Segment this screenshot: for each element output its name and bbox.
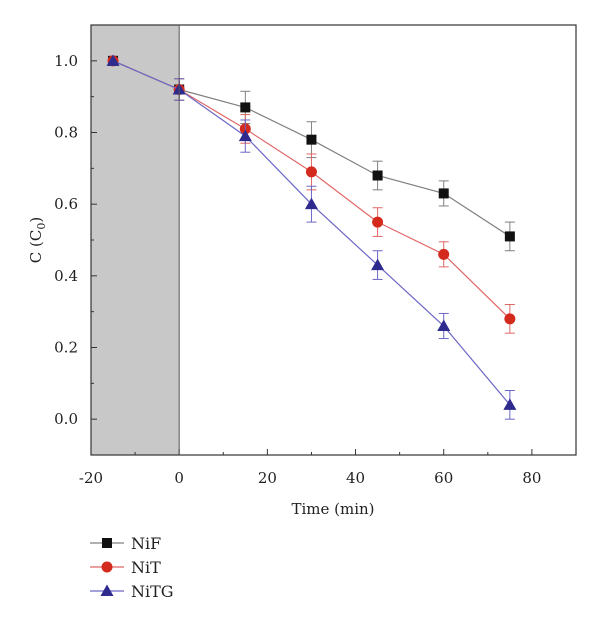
data-point — [438, 248, 450, 260]
x-tick-label: 0 — [174, 469, 184, 487]
x-tick-label: 60 — [434, 469, 453, 487]
y-tick-label: 0.4 — [54, 267, 78, 285]
data-point — [304, 197, 318, 210]
y-axis: 0.0 0.2 0.4 0.6 0.8 1.0 — [54, 24, 97, 456]
data-point — [106, 54, 120, 66]
data-point — [372, 216, 384, 228]
data-point — [504, 313, 516, 325]
legend-label: NiF — [131, 534, 161, 553]
legend-label: NiTG — [131, 582, 174, 601]
data-point — [305, 166, 317, 178]
data-point — [503, 398, 517, 410]
legend-marker — [100, 584, 114, 596]
x-tick-label: 40 — [346, 469, 365, 487]
data-point — [438, 188, 449, 199]
data-point — [504, 231, 515, 242]
legend-marker — [102, 538, 112, 548]
x-tick-label: 20 — [258, 469, 277, 487]
legend: NiF NiT NiTG — [90, 534, 174, 601]
data-point — [372, 170, 383, 181]
data-point — [240, 102, 251, 113]
dark-adsorption-region — [91, 25, 180, 455]
legend-marker — [101, 561, 113, 573]
data-point — [437, 319, 451, 331]
y-tick-label: 0.8 — [54, 124, 78, 142]
x-tick-label: 80 — [522, 469, 541, 487]
data-point — [371, 258, 385, 271]
y-tick-label: 1.0 — [54, 52, 78, 70]
data-point — [238, 129, 252, 142]
x-axis: -20 0 20 40 60 80 — [79, 449, 541, 487]
legend-label: NiT — [131, 558, 161, 577]
x-axis-title: Time (min) — [291, 500, 374, 518]
data-point — [306, 134, 317, 145]
y-tick-label: 0.2 — [54, 339, 78, 357]
series-nitg — [106, 54, 517, 420]
y-tick-label: 0.6 — [54, 195, 78, 213]
y-axis-title: C (C0) — [27, 217, 48, 263]
x-tick-label: -20 — [79, 469, 103, 487]
y-tick-label: 0.0 — [54, 410, 78, 428]
